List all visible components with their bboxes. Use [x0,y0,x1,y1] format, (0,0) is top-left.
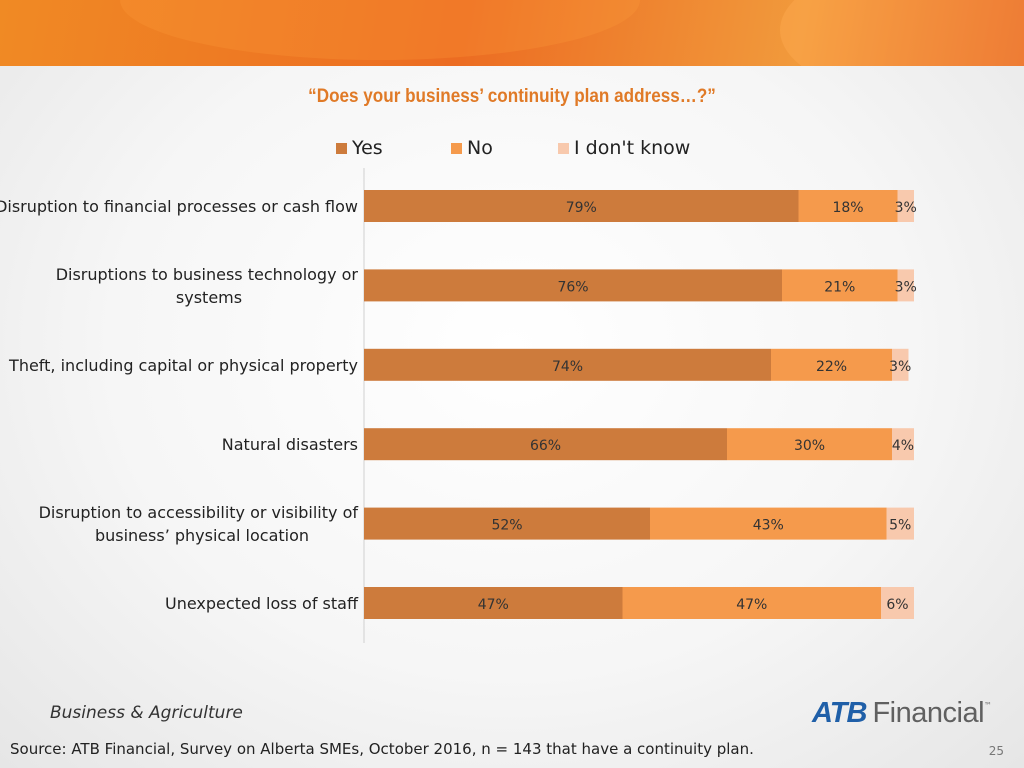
atb-financial-logo: ATB Financial ™ [812,697,992,730]
page-number: 25 [988,744,1004,758]
bar-yes [364,190,799,222]
bar-no [771,348,892,381]
bar-yes [364,428,727,461]
chart-title: “Does your business’ continuity plan add… [308,86,716,107]
data-label-dont-know: 3% [889,359,911,375]
data-label-yes: 47% [478,597,509,613]
category-label: Disruption to financial processes or cas… [0,197,358,216]
data-label-dont-know: 3% [895,200,917,216]
bar-no [622,587,881,619]
footer-section-label: Business & Agriculture [50,703,243,723]
bar-dont-know [897,269,914,302]
data-label-no: 47% [736,597,767,613]
logo-atb-text: ATB [812,697,867,729]
legend-swatch-dont-know [558,142,569,154]
bar-no [782,269,898,302]
legend-label-no: No [467,137,493,159]
bar-yes [364,507,650,540]
bar-yes [364,269,782,302]
source-note: Source: ATB Financial, Survey on Alberta… [10,740,754,758]
bar-no [650,507,887,540]
data-label-yes: 76% [557,279,588,295]
data-label-no: 30% [794,438,825,454]
data-label-dont-know: 3% [895,279,917,295]
legend-label-dont-know: I don't know [574,137,691,159]
data-label-no: 43% [753,518,784,534]
logo-trademark: ™ [984,701,993,710]
data-label-yes: 74% [552,359,583,375]
legend-swatch-no [451,142,462,154]
bar-yes [364,348,771,381]
data-label-dont-know: 6% [886,597,908,613]
data-label-dont-know: 5% [889,518,911,534]
category-label: Natural disasters [222,435,358,454]
bar-dont-know [897,190,914,222]
bar-dont-know [892,348,909,381]
bar-yes [364,587,623,619]
chart-legend: Yes No I don't know [0,137,1024,161]
category-label: Theft, including capital or physical pro… [8,356,358,375]
category-label: Unexpected loss of staff [165,594,359,613]
data-label-no: 22% [816,359,847,375]
header-sheen [780,0,1024,66]
legend-item-yes: Yes [336,137,383,159]
data-label-dont-know: 4% [892,438,914,454]
bar-dont-know [886,507,914,540]
data-label-yes: 66% [530,438,561,454]
legend-label-yes: Yes [352,137,383,159]
data-label-yes: 52% [491,518,522,534]
data-label-yes: 79% [566,200,597,216]
legend-item-dont-know: I don't know [558,137,690,159]
category-label: Disruption to accessibility or visibilit… [39,503,359,545]
bar-no [727,428,892,461]
bar-dont-know [881,587,914,619]
data-label-no: 21% [824,279,855,295]
bar-no [798,190,898,222]
category-label: Disruptions to business technology or sys… [56,265,359,307]
legend-swatch-yes [336,142,347,154]
logo-financial-text: Financial [872,697,985,729]
bar-dont-know [892,428,914,461]
legend-item-no: No [451,137,493,159]
data-label-no: 18% [832,200,863,216]
header-band [0,0,1024,66]
